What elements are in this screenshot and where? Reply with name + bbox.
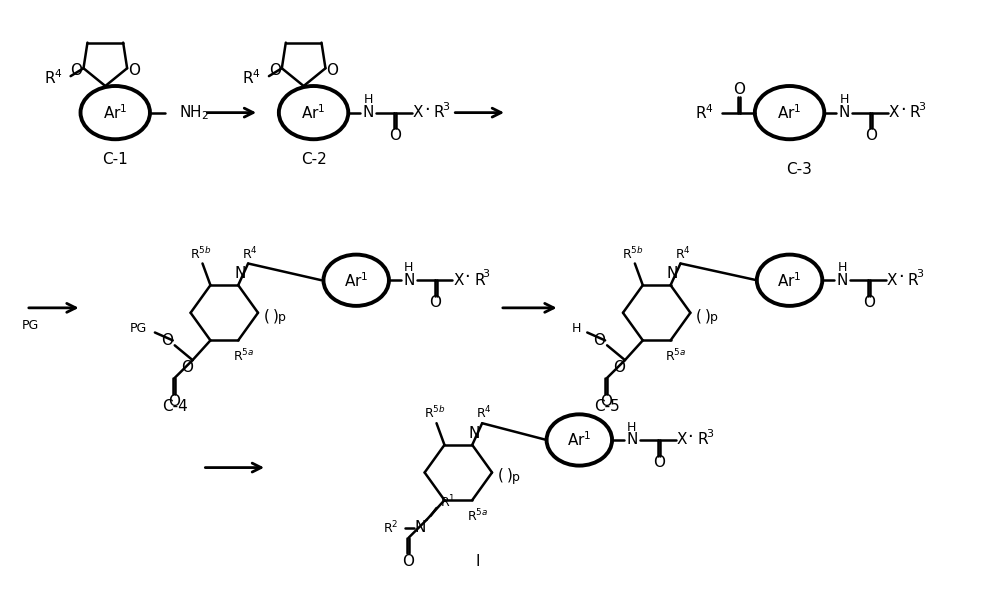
Text: R$^4$: R$^4$ bbox=[242, 245, 258, 262]
Text: O: O bbox=[402, 554, 414, 569]
Text: N: N bbox=[415, 520, 427, 536]
Text: O: O bbox=[181, 361, 193, 375]
Text: R$^1$: R$^1$ bbox=[441, 494, 456, 511]
Text: O: O bbox=[600, 394, 612, 409]
Text: ): ) bbox=[273, 308, 279, 323]
Text: N: N bbox=[838, 105, 850, 120]
Text: R$^4$: R$^4$ bbox=[674, 245, 690, 262]
Text: O: O bbox=[389, 128, 401, 143]
Text: ): ) bbox=[705, 308, 711, 323]
Text: O: O bbox=[71, 62, 83, 78]
Text: 3: 3 bbox=[483, 270, 490, 279]
Text: R$^{5a}$: R$^{5a}$ bbox=[233, 348, 254, 365]
Text: C-5: C-5 bbox=[594, 399, 620, 414]
Text: O: O bbox=[733, 83, 745, 98]
Text: N: N bbox=[235, 266, 246, 281]
Text: p: p bbox=[710, 311, 718, 324]
Text: R$^{5a}$: R$^{5a}$ bbox=[467, 508, 488, 524]
Text: C-1: C-1 bbox=[102, 152, 128, 167]
Text: R: R bbox=[434, 105, 445, 120]
Text: 3: 3 bbox=[918, 102, 925, 112]
Text: R$^{5b}$: R$^{5b}$ bbox=[622, 246, 643, 262]
Text: ·: · bbox=[424, 101, 430, 118]
Text: R: R bbox=[909, 105, 920, 120]
Text: 3: 3 bbox=[442, 102, 449, 112]
Text: R: R bbox=[697, 433, 708, 447]
Text: ($\,$: ($\,$ bbox=[695, 307, 701, 325]
Text: O: O bbox=[327, 62, 339, 78]
Text: X: X bbox=[888, 105, 899, 120]
Text: X: X bbox=[454, 273, 464, 288]
Text: H: H bbox=[839, 93, 849, 107]
Text: O: O bbox=[652, 455, 664, 470]
Text: C-4: C-4 bbox=[162, 399, 188, 414]
Text: O: O bbox=[865, 128, 877, 143]
Text: O: O bbox=[269, 62, 281, 78]
Text: Ar$^1$: Ar$^1$ bbox=[344, 271, 369, 290]
Text: H: H bbox=[627, 421, 636, 434]
Text: N: N bbox=[626, 433, 637, 447]
Text: p: p bbox=[511, 471, 519, 484]
Text: X: X bbox=[413, 105, 423, 120]
Text: N: N bbox=[363, 105, 374, 120]
Text: R$^4$: R$^4$ bbox=[695, 104, 714, 122]
Text: N: N bbox=[403, 273, 415, 288]
Text: 3: 3 bbox=[916, 270, 923, 279]
Text: C-2: C-2 bbox=[301, 152, 327, 167]
Text: H: H bbox=[364, 93, 373, 107]
Text: Ar$^1$: Ar$^1$ bbox=[567, 431, 591, 449]
Text: N: N bbox=[667, 266, 678, 281]
Text: ·: · bbox=[465, 268, 471, 286]
Text: ($\,$: ($\,$ bbox=[263, 307, 270, 325]
Text: ·: · bbox=[898, 268, 903, 286]
Text: R$^{5a}$: R$^{5a}$ bbox=[665, 348, 686, 365]
Text: p: p bbox=[278, 311, 286, 324]
Text: ·: · bbox=[687, 428, 693, 446]
Text: C-3: C-3 bbox=[786, 162, 812, 177]
Text: R$^4$: R$^4$ bbox=[477, 405, 493, 422]
Text: R$^4$: R$^4$ bbox=[242, 69, 261, 87]
Text: Ar$^1$: Ar$^1$ bbox=[777, 104, 802, 122]
Text: ($\,$: ($\,$ bbox=[497, 466, 503, 484]
Text: I: I bbox=[476, 554, 481, 569]
Text: R: R bbox=[475, 273, 485, 288]
Text: O: O bbox=[161, 333, 173, 348]
Text: O: O bbox=[593, 333, 605, 348]
Text: N: N bbox=[836, 273, 848, 288]
Text: NH$_2$: NH$_2$ bbox=[179, 104, 209, 122]
Text: N: N bbox=[469, 425, 480, 440]
Text: R: R bbox=[907, 273, 918, 288]
Text: H: H bbox=[837, 261, 847, 274]
Text: O: O bbox=[430, 296, 442, 311]
Text: 3: 3 bbox=[705, 429, 712, 439]
Text: H: H bbox=[572, 322, 581, 335]
Text: R$^{5b}$: R$^{5b}$ bbox=[424, 405, 446, 421]
Text: O: O bbox=[863, 296, 875, 311]
Text: H: H bbox=[404, 261, 414, 274]
Text: O: O bbox=[168, 394, 180, 409]
Text: R$^4$: R$^4$ bbox=[44, 69, 63, 87]
Text: Ar$^1$: Ar$^1$ bbox=[777, 271, 802, 290]
Text: X: X bbox=[676, 433, 686, 447]
Text: R$^2$: R$^2$ bbox=[384, 519, 399, 536]
Text: Ar$^1$: Ar$^1$ bbox=[302, 104, 326, 122]
Text: PG: PG bbox=[130, 322, 147, 335]
Text: X: X bbox=[886, 273, 897, 288]
Text: ): ) bbox=[506, 468, 512, 483]
Text: Ar$^1$: Ar$^1$ bbox=[103, 104, 128, 122]
Text: PG: PG bbox=[22, 319, 39, 332]
Text: O: O bbox=[128, 62, 140, 78]
Text: ·: · bbox=[900, 101, 905, 118]
Text: R$^{5b}$: R$^{5b}$ bbox=[190, 246, 211, 262]
Text: O: O bbox=[613, 361, 625, 375]
